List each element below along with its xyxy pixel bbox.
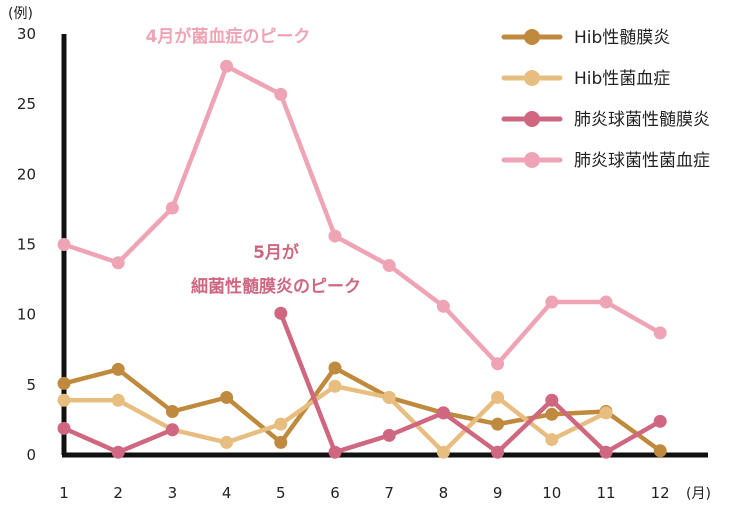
y-tick-label: 25 [17,95,36,113]
legend-label: 肺炎球菌性菌血症 [574,151,710,171]
x-tick-label: 3 [168,484,178,502]
series-line [278,311,663,455]
legend-item-4: 肺炎球菌性菌血症 [501,151,710,171]
legend-label: Hib性髄膜炎 [574,28,670,48]
data-point [328,379,342,393]
annotation-meningitis-month: 5月が [253,242,299,263]
x-tick-label: 6 [330,484,340,502]
legend-label: 肺炎球菌性髄膜炎 [574,110,710,130]
data-point [382,428,396,442]
x-axis-unit: (月) [686,486,711,502]
data-point [57,376,71,390]
data-point [57,238,71,251]
y-tick-label: 5 [26,376,36,394]
annotation-bacteremia-peak: 4月が菌血症のピーク [146,26,311,47]
x-tick-label: 7 [384,484,394,502]
data-point [382,259,396,273]
data-point [491,357,505,371]
x-tick-label: 1 [59,484,69,502]
y-tick-label: 20 [17,165,36,183]
data-point [274,87,288,101]
legend-swatch-marker [524,111,540,127]
data-point [599,406,613,420]
data-point [545,433,559,447]
y-ticks: 0 5 10 15 20 25 30 [17,25,36,464]
legend-label: Hib性菌血症 [574,69,670,89]
data-point [436,299,450,313]
data-point [111,445,125,459]
data-point [599,445,613,459]
series-line [61,64,663,367]
legend-swatch-marker [524,29,540,45]
data-point [545,295,559,309]
series-3 [57,306,667,459]
data-point [382,390,396,404]
data-point [491,417,505,431]
data-point [165,201,179,215]
data-point [328,361,342,375]
data-point [111,362,125,376]
data-point [436,406,450,420]
x-tick-label: 11 [596,484,615,502]
data-point [111,256,125,270]
legend-item-1: Hib性髄膜炎 [501,28,670,48]
data-point [491,445,505,459]
legend-swatch-marker [524,70,540,86]
data-point [274,306,288,320]
data-point [111,393,125,407]
series-group [57,59,667,459]
data-point [653,326,667,340]
y-axis-unit: (例) [8,6,33,22]
x-tick-label: 4 [222,484,232,502]
data-point [274,435,288,449]
y-tick-label: 10 [17,306,36,324]
data-point [599,295,613,309]
series-line [61,365,663,454]
data-point [57,393,71,407]
data-point [328,445,342,459]
series-4 [57,59,667,371]
data-point [274,417,288,431]
y-tick-label: 30 [17,25,36,43]
x-tick-label: 5 [276,484,286,502]
data-point [165,423,179,437]
legend-item-2: Hib性菌血症 [501,69,670,89]
x-tick-label: 9 [493,484,503,502]
x-ticks: 1 2 3 4 5 6 7 8 9 10 11 12 [59,484,670,502]
legend-item-3: 肺炎球菌性髄膜炎 [501,110,710,130]
data-point [545,407,559,421]
legend-swatch-marker [524,152,540,168]
data-point [545,393,559,407]
data-point [220,435,234,449]
data-point [436,445,450,459]
y-tick-label: 0 [26,446,36,464]
y-tick-label: 15 [17,236,36,254]
data-point [653,414,667,428]
x-tick-label: 10 [542,484,561,502]
x-tick-label: 8 [439,484,449,502]
x-tick-label: 2 [113,484,123,502]
data-point [220,390,234,404]
data-point [57,421,71,435]
data-point [653,444,667,458]
data-point [328,229,342,243]
data-point [491,390,505,404]
annotations: 4月が菌血症のピーク 5月が 細菌性髄膜炎のピーク [146,26,361,297]
data-point [220,59,234,73]
x-tick-label: 12 [651,484,670,502]
data-point [165,404,179,418]
annotation-meningitis-peak: 細菌性髄膜炎のピーク [191,276,361,297]
series-2 [57,379,613,459]
